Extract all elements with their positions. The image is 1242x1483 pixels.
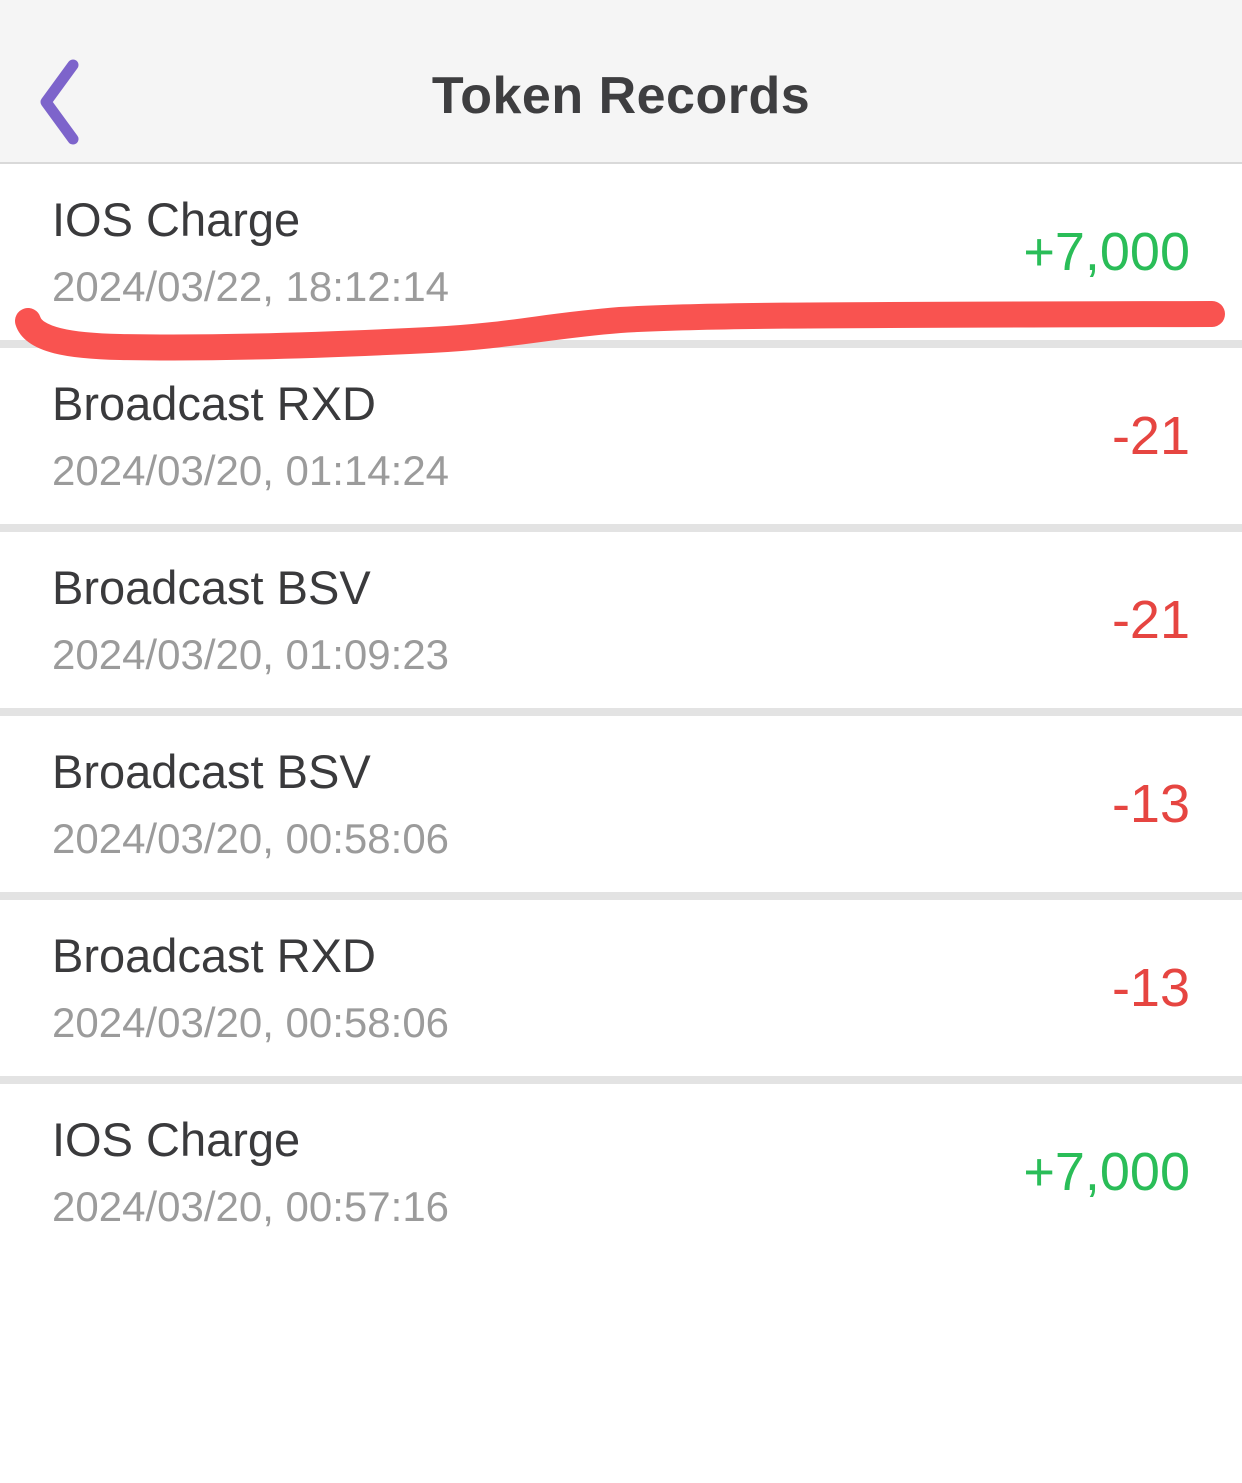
record-row[interactable]: IOS Charge 2024/03/22, 18:12:14 +7,000 xyxy=(0,164,1242,361)
record-datetime: 2024/03/20, 01:09:23 xyxy=(52,630,450,678)
record-row[interactable]: Broadcast RXD 2024/03/20, 00:58:06 -13 xyxy=(0,900,1242,1076)
record-row[interactable]: Broadcast BSV 2024/03/20, 00:58:06 -13 xyxy=(0,716,1242,892)
record-row[interactable]: Broadcast RXD 2024/03/20, 01:14:24 -21 xyxy=(0,348,1242,524)
record-info: Broadcast BSV 2024/03/20, 00:58:06 xyxy=(52,747,1112,860)
record-amount: +7,000 xyxy=(1023,1142,1190,1202)
record-title: IOS Charge xyxy=(52,1113,301,1167)
chevron-left-icon xyxy=(36,58,84,146)
record-title: Broadcast BSV xyxy=(52,561,371,615)
page-title: Token Records xyxy=(431,67,811,125)
record-datetime: 2024/03/20, 00:58:06 xyxy=(52,998,450,1046)
record-title: IOS Charge xyxy=(52,193,301,247)
record-datetime: 2024/03/20, 01:14:24 xyxy=(52,446,450,494)
record-datetime: 2024/03/20, 00:57:16 xyxy=(52,1182,450,1230)
record-amount: -21 xyxy=(1111,590,1190,650)
record-info: Broadcast RXD 2024/03/20, 01:14:24 xyxy=(52,379,1112,492)
record-info: Broadcast BSV 2024/03/20, 01:09:23 xyxy=(52,563,1112,676)
record-title: Broadcast RXD xyxy=(52,377,376,431)
record-info: IOS Charge 2024/03/22, 18:12:14 xyxy=(52,195,1023,308)
record-amount: -13 xyxy=(1111,958,1190,1018)
record-amount: -21 xyxy=(1111,406,1190,466)
record-datetime: 2024/03/20, 00:58:06 xyxy=(52,814,450,862)
row-separator xyxy=(0,892,1242,900)
record-title: Broadcast BSV xyxy=(52,745,371,799)
records-list: IOS Charge 2024/03/22, 18:12:14 +7,000 B… xyxy=(0,164,1242,1260)
record-row[interactable]: IOS Charge 2024/03/20, 00:57:16 +7,000 xyxy=(0,1084,1242,1260)
header-bar: Token Records xyxy=(0,0,1242,164)
record-amount: +7,000 xyxy=(1023,222,1190,282)
record-title: Broadcast RXD xyxy=(52,929,376,983)
row-separator xyxy=(0,524,1242,532)
record-row[interactable]: Broadcast BSV 2024/03/20, 01:09:23 -21 xyxy=(0,532,1242,708)
row-separator xyxy=(0,340,1242,348)
back-button[interactable] xyxy=(34,56,86,148)
record-datetime: 2024/03/22, 18:12:14 xyxy=(52,262,450,310)
record-info: Broadcast RXD 2024/03/20, 00:58:06 xyxy=(52,931,1112,1044)
record-info: IOS Charge 2024/03/20, 00:57:16 xyxy=(52,1115,1023,1228)
row-separator xyxy=(0,708,1242,716)
row-separator xyxy=(0,1076,1242,1084)
record-amount: -13 xyxy=(1111,774,1190,834)
